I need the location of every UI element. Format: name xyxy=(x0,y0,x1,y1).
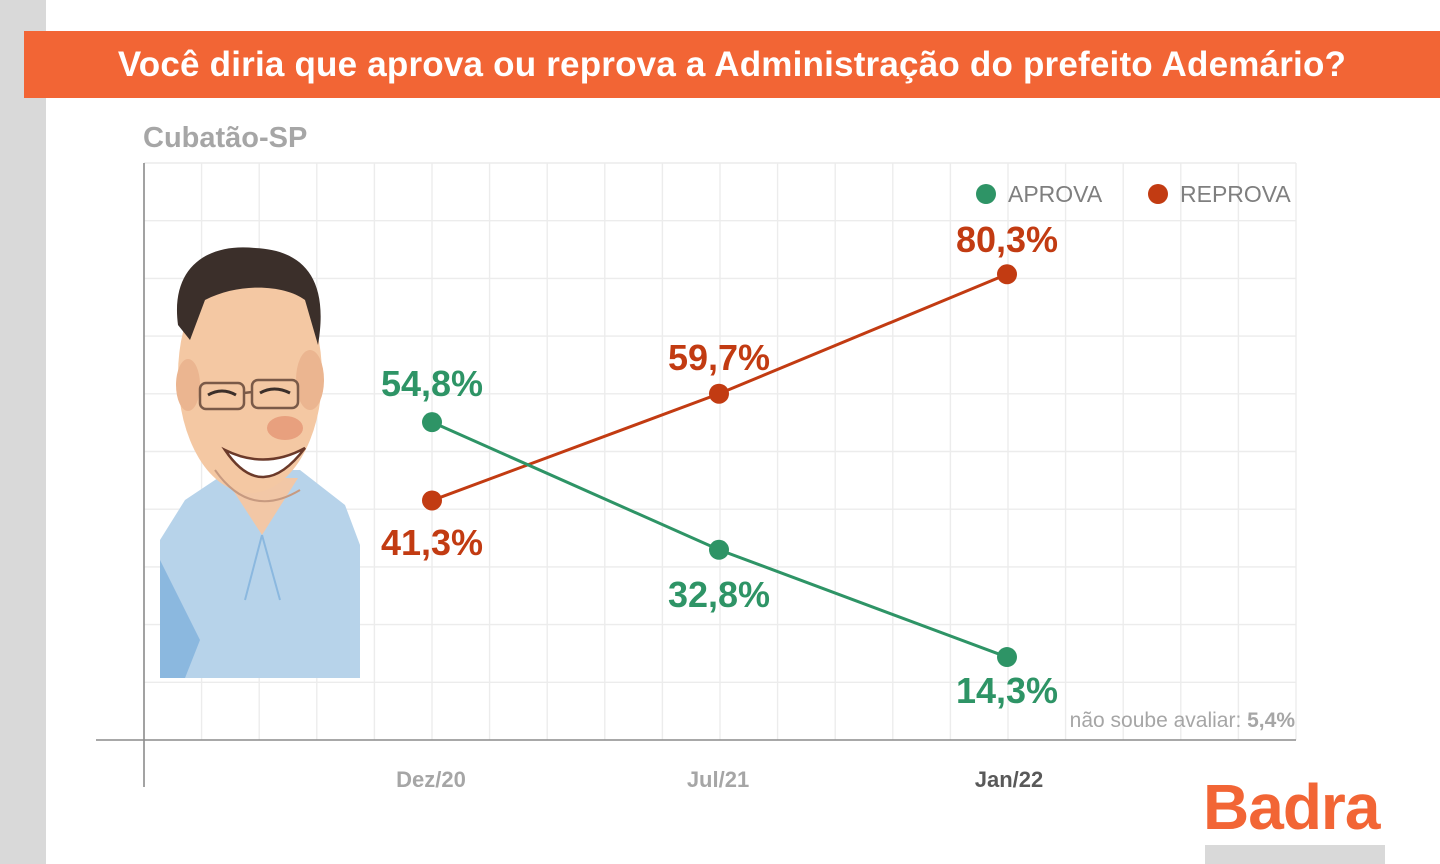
location-subtitle: Cubatão-SP xyxy=(143,122,308,154)
brand-underbar xyxy=(1205,845,1385,864)
undecided-note: não soube avaliar: 5,4% xyxy=(1070,709,1296,732)
legend-aprova-marker xyxy=(976,184,996,204)
undecided-note-label: não soube avaliar: xyxy=(1070,709,1242,732)
reprova-point-jan22 xyxy=(997,264,1017,285)
aprova-label-jul21: 32,8% xyxy=(668,574,770,615)
aprova-label-jan22: 14,3% xyxy=(956,670,1058,711)
reprova-label-dez20: 41,3% xyxy=(381,522,483,563)
reprova-point-dez20 xyxy=(422,490,442,511)
legend-reprova-label: REPROVA xyxy=(1180,181,1291,207)
reprova-label-jul21: 59,7% xyxy=(668,337,770,378)
reprova-label-jan22: 80,3% xyxy=(956,219,1058,260)
brand-logo: Badra xyxy=(1203,771,1380,843)
left-sidebar-strip xyxy=(0,0,46,864)
chart-legend: APROVA REPROVA xyxy=(976,181,1291,207)
chart-title: Você diria que aprova ou reprova a Admin… xyxy=(117,44,1347,84)
caricature-mayor-icon xyxy=(160,247,360,678)
legend-reprova-marker xyxy=(1148,184,1168,204)
aprova-point-jan22 xyxy=(997,647,1017,668)
undecided-note-value: 5,4% xyxy=(1247,709,1295,732)
aprova-point-dez20 xyxy=(422,412,442,433)
reprova-point-jul21 xyxy=(709,383,729,404)
title-banner: Você diria que aprova ou reprova a Admin… xyxy=(24,31,1440,98)
x-tick-jul21: Jul/21 xyxy=(687,767,749,792)
x-tick-jan22: Jan/22 xyxy=(975,767,1044,792)
aprova-label-dez20: 54,8% xyxy=(381,363,483,404)
legend-aprova-label: APROVA xyxy=(1008,181,1103,207)
x-tick-dez20: Dez/20 xyxy=(396,767,466,792)
aprova-point-jul21 xyxy=(709,539,729,560)
